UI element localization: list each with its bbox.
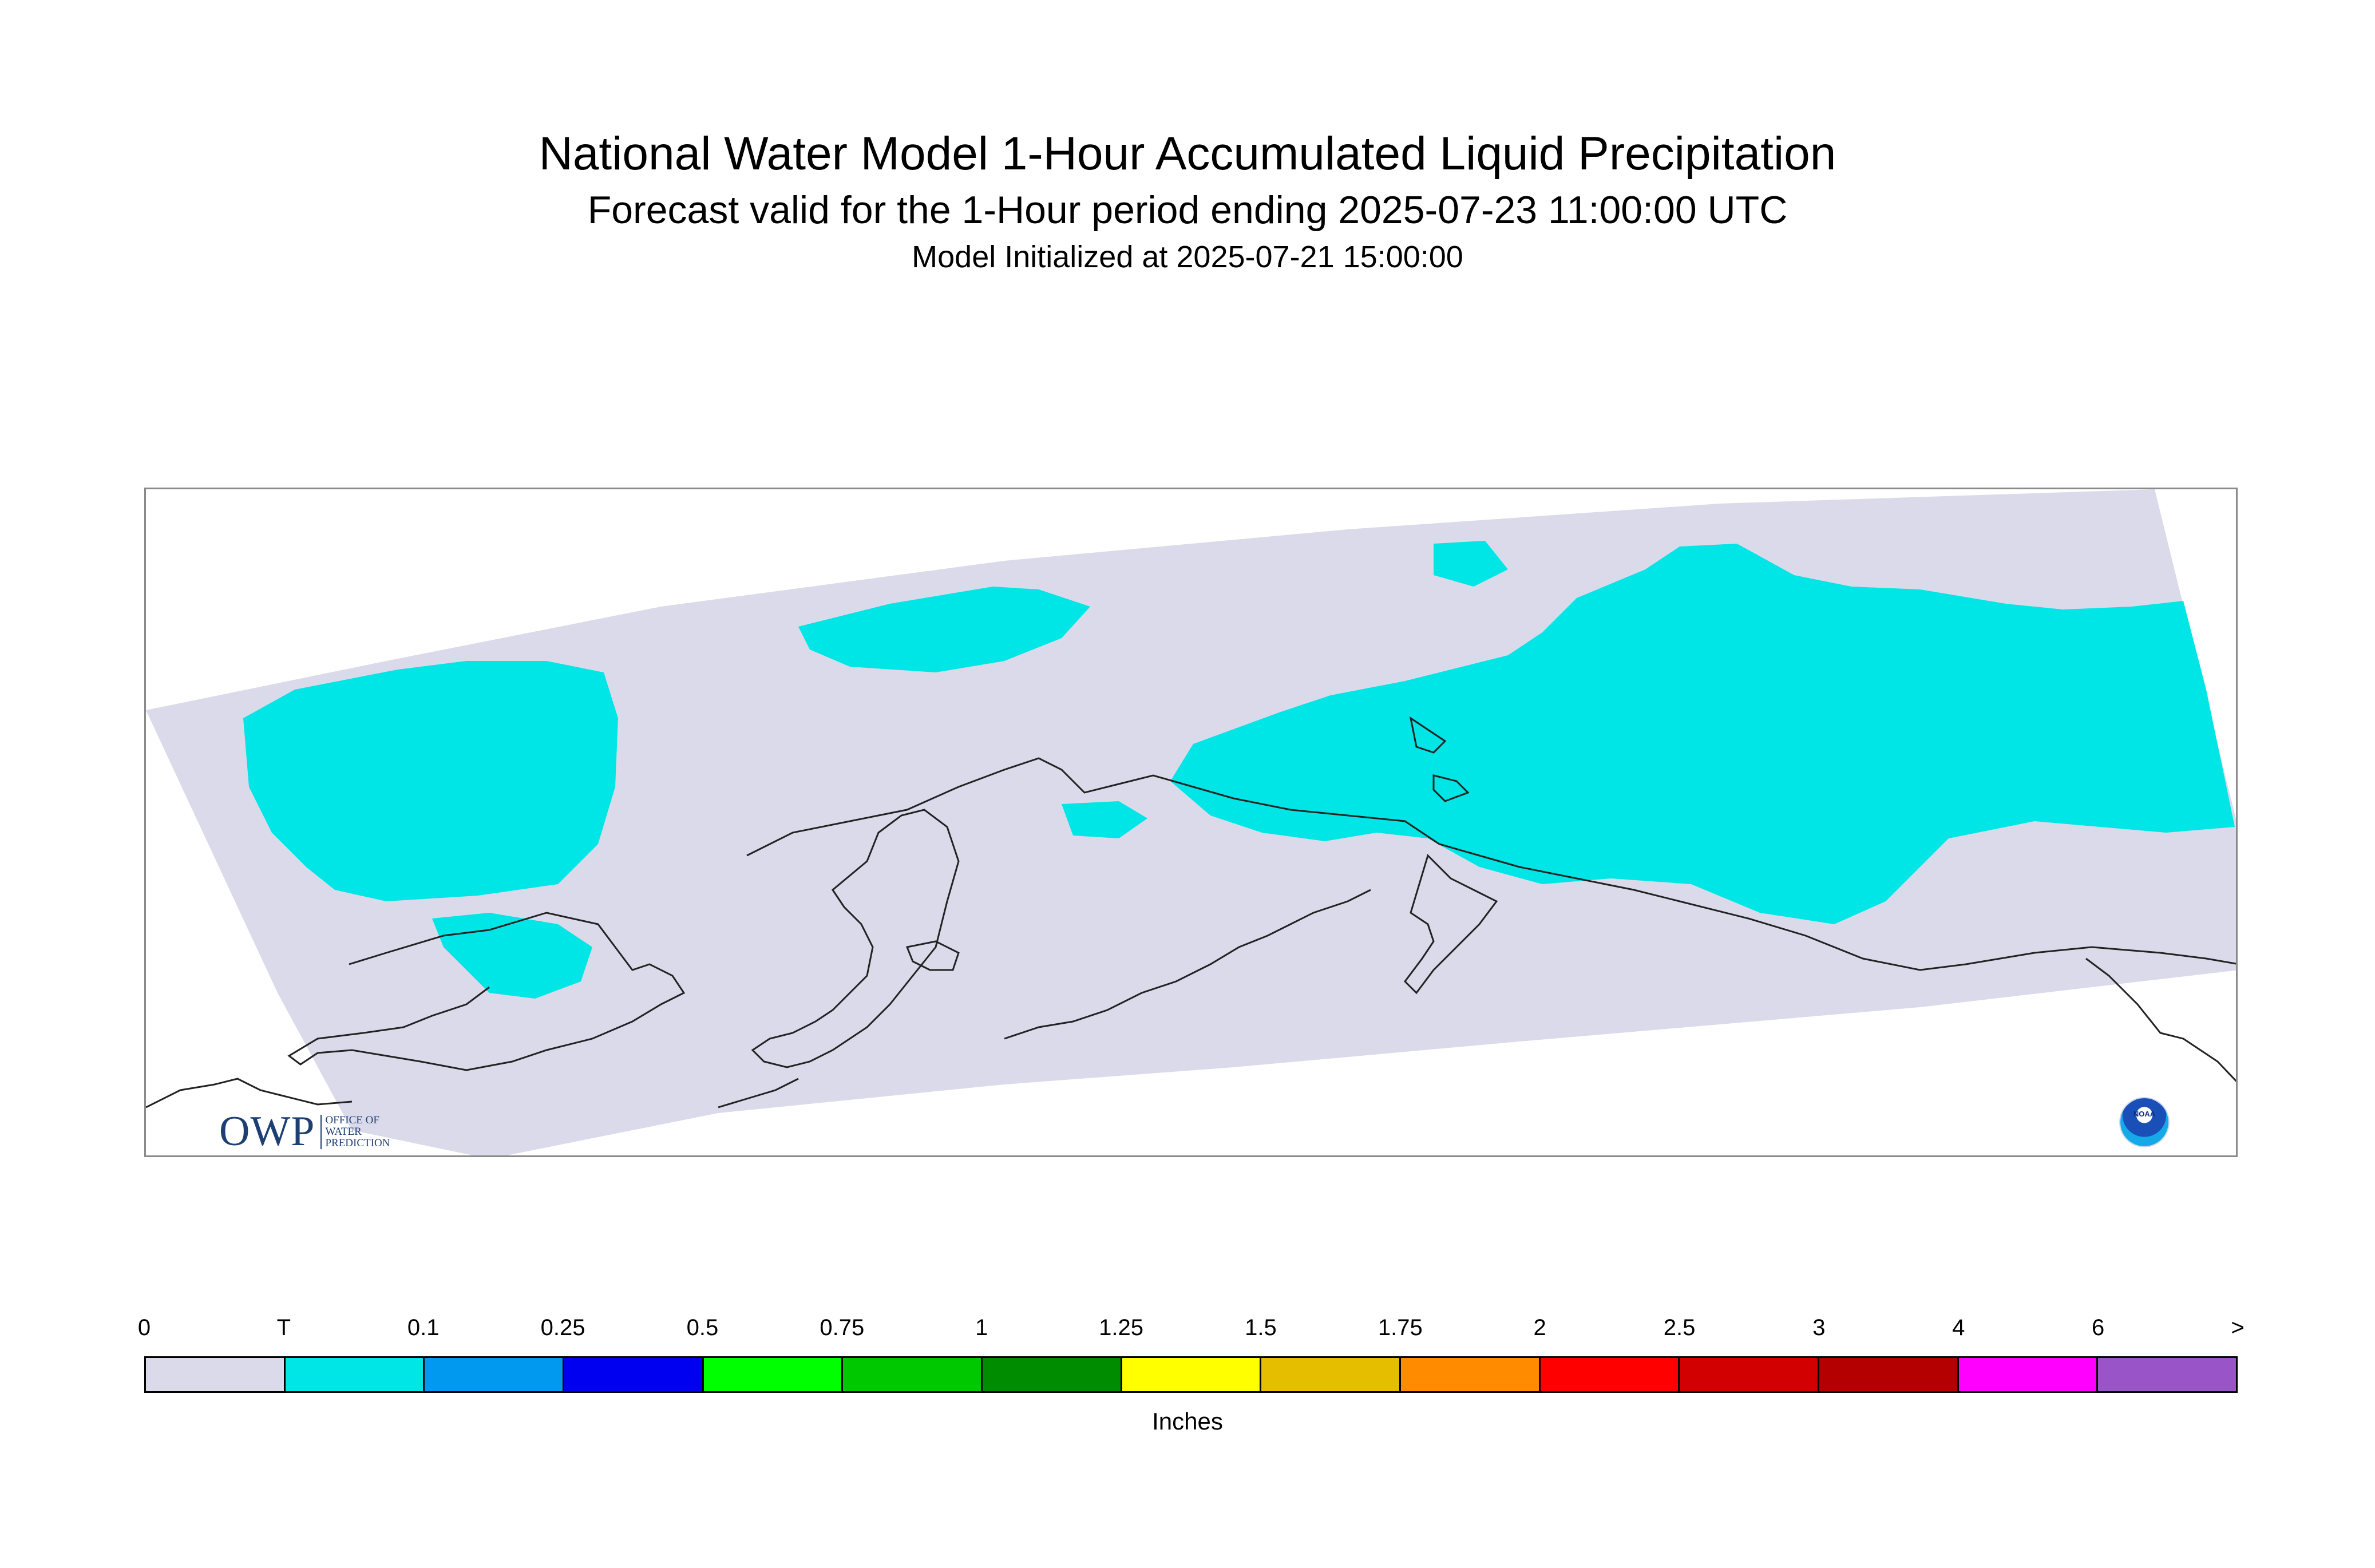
- coastline-alaska-west: [287, 912, 686, 1071]
- precip-region-east: [1170, 544, 2235, 924]
- legend-swatch: [1680, 1358, 1820, 1391]
- legend-tick-label: T: [276, 1315, 291, 1340]
- precip-region-north: [798, 587, 1090, 672]
- legend-swatch: [1401, 1358, 1541, 1391]
- coastline-islands: [1004, 889, 1371, 1040]
- legend-swatch: [1540, 1358, 1680, 1391]
- noaa-logo-icon: NOAA: [2120, 1098, 2168, 1146]
- legend-swatch: [564, 1358, 704, 1391]
- model-init-text: Model Initialized at 2025-07-21 15:00:00: [912, 240, 1463, 274]
- noaa-logo-text: NOAA: [2133, 1110, 2156, 1118]
- legend-swatch: [843, 1358, 983, 1391]
- legend-tick-label: 0: [137, 1315, 151, 1340]
- legend-tick-label: 2: [1533, 1315, 1546, 1340]
- legend-swatch: [1261, 1358, 1402, 1391]
- legend-swatch: [1819, 1358, 1959, 1391]
- legend-swatch: [146, 1358, 286, 1391]
- legend-swatch: [983, 1358, 1122, 1391]
- precip-areas: [243, 541, 2235, 999]
- legend-tick-label: 3: [1812, 1315, 1826, 1340]
- owp-logo-line-1: OFFICE OF: [325, 1114, 379, 1126]
- coastline-canada: [2085, 957, 2236, 1082]
- legend-tick-label: 2.5: [1663, 1315, 1696, 1340]
- legend-tick-label: 0.1: [407, 1315, 440, 1340]
- legend-tick-label: 1: [975, 1315, 988, 1340]
- coastline-alaska-south: [746, 757, 2236, 971]
- legend-tick-label: 0.75: [820, 1315, 865, 1340]
- owp-logo-subtitle: OFFICE OF WATER PREDICTION: [320, 1114, 390, 1149]
- legend-swatch: [2098, 1358, 2237, 1391]
- coastline-bottom: [718, 1078, 799, 1108]
- lake-east-1: [1409, 716, 1447, 754]
- precip-region-northeast: [1434, 541, 1508, 587]
- legend-units: Inches: [1152, 1408, 1223, 1435]
- coastline-aleutian: [146, 1078, 353, 1108]
- precip-region-west: [243, 661, 618, 901]
- color-legend: [144, 1356, 2238, 1393]
- owp-logo-line-2: WATER: [325, 1125, 362, 1138]
- precip-region-southwest: [432, 913, 592, 999]
- map-title: National Water Model 1-Hour Accumulated …: [539, 128, 1836, 180]
- owp-logo-mark: OWP: [219, 1108, 315, 1155]
- legend-swatch: [285, 1358, 425, 1391]
- legend-tick-label: 0.25: [540, 1315, 585, 1340]
- lake-east-2: [1432, 774, 1470, 802]
- lake-iliamna: [905, 940, 960, 971]
- legend-swatch: [1122, 1358, 1262, 1391]
- legend-tick-label: 1.5: [1245, 1315, 1277, 1340]
- map-subtitle: Forecast valid for the 1-Hour period end…: [587, 188, 1788, 232]
- legend-tick-label: 4: [1952, 1315, 1965, 1340]
- legend-swatch: [425, 1358, 565, 1391]
- legend-tick-label: 0.5: [686, 1315, 719, 1340]
- legend-swatch: [703, 1358, 844, 1391]
- coastline-kenai: [1404, 854, 1498, 995]
- owp-logo: OWP OFFICE OF WATER PREDICTION: [219, 1107, 390, 1155]
- legend-tick-label: 6: [2092, 1315, 2105, 1340]
- precipitation-map: [146, 489, 2236, 1155]
- owp-logo-line-3: PREDICTION: [325, 1137, 390, 1149]
- precip-region-mid: [1062, 801, 1147, 838]
- legend-tick-label: 1.75: [1378, 1315, 1423, 1340]
- coastlines: [146, 716, 2236, 1108]
- legend-tick-label: 1.25: [1099, 1315, 1143, 1340]
- coastline-peninsula: [751, 809, 960, 1068]
- map-panel: OWP OFFICE OF WATER PREDICTION NOAA: [144, 488, 2238, 1157]
- legend-tick-label: >: [2231, 1315, 2245, 1340]
- legend-swatch: [1958, 1358, 2099, 1391]
